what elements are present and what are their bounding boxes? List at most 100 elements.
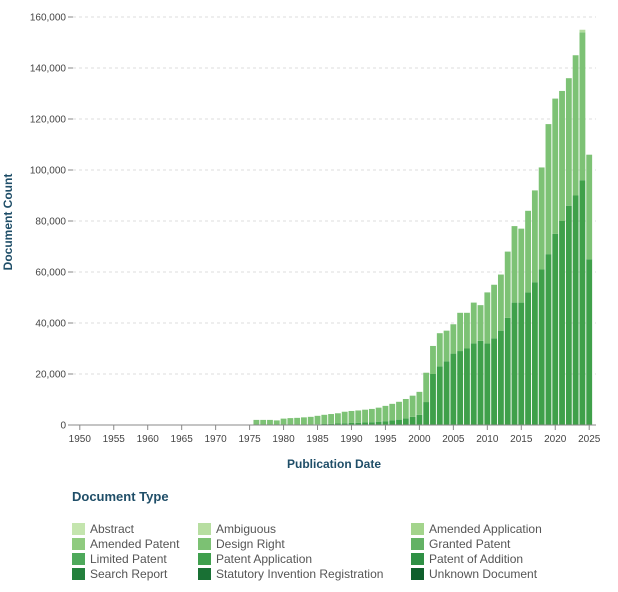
bar-segment[interactable]	[464, 348, 470, 426]
bar-segment[interactable]	[334, 413, 341, 424]
bar-segment[interactable]	[545, 254, 552, 425]
bar-segment[interactable]	[504, 251, 511, 318]
bar-segment[interactable]	[423, 402, 430, 425]
bar-segment[interactable]	[382, 421, 389, 425]
bar-segment[interactable]	[341, 411, 348, 424]
bar-segment[interactable]	[572, 195, 579, 426]
bar-segment[interactable]	[287, 418, 294, 425]
bar-segment[interactable]	[334, 423, 341, 425]
bar-segment[interactable]	[518, 228, 525, 303]
bar-segment[interactable]	[491, 284, 498, 339]
bar-segment[interactable]	[511, 226, 518, 303]
bar-segment[interactable]	[579, 180, 586, 425]
bar-segment[interactable]	[294, 417, 301, 425]
legend-item[interactable]: Design Right	[198, 537, 285, 551]
bar-segment[interactable]	[559, 90, 565, 221]
legend-item[interactable]: Patent of Addition	[411, 552, 523, 566]
legend-item[interactable]: Amended Patent	[72, 537, 179, 551]
legend-item[interactable]: Patent Application	[198, 552, 312, 566]
bar-segment[interactable]	[477, 340, 484, 425]
legend-item[interactable]: Search Report	[72, 567, 167, 581]
bar-segment[interactable]	[511, 302, 518, 425]
bar-segment[interactable]	[531, 190, 538, 283]
bar-segment[interactable]	[497, 330, 504, 425]
bar-segment[interactable]	[525, 292, 531, 425]
bar-segment[interactable]	[525, 210, 531, 293]
bar-segment[interactable]	[579, 32, 586, 181]
bar-segment[interactable]	[375, 407, 382, 422]
bar-segment[interactable]	[436, 333, 443, 367]
bar-segment[interactable]	[491, 338, 498, 425]
bar-segment[interactable]	[430, 345, 436, 374]
bar-segment[interactable]	[538, 269, 545, 425]
bar-segment[interactable]	[355, 410, 362, 423]
bar-segment[interactable]	[504, 317, 511, 425]
bar-segment[interactable]	[579, 29, 586, 33]
bar-segment[interactable]	[450, 353, 457, 425]
bar-segment[interactable]	[328, 414, 335, 424]
bar-segment[interactable]	[565, 78, 572, 206]
bar-segment[interactable]	[552, 98, 559, 234]
bar-segment[interactable]	[545, 124, 552, 255]
legend-item[interactable]: Statutory Invention Registration	[198, 567, 383, 581]
bar-segment[interactable]	[497, 274, 504, 331]
bar-segment[interactable]	[362, 422, 368, 425]
bar-segment[interactable]	[450, 324, 457, 354]
bar-segment[interactable]	[565, 205, 572, 425]
bar-segment[interactable]	[321, 423, 328, 425]
bar-segment[interactable]	[477, 305, 484, 341]
bar-segment[interactable]	[253, 419, 260, 425]
bar-segment[interactable]	[307, 416, 314, 425]
bar-segment[interactable]	[348, 410, 355, 423]
bar-segment[interactable]	[443, 330, 450, 362]
bar-segment[interactable]	[301, 417, 307, 425]
bar-segment[interactable]	[586, 259, 593, 425]
bar-segment[interactable]	[531, 282, 538, 425]
bar-segment[interactable]	[552, 233, 559, 425]
bar-segment[interactable]	[362, 409, 368, 423]
bar-segment[interactable]	[382, 405, 389, 422]
bar-segment[interactable]	[280, 418, 287, 425]
legend-item[interactable]: Limited Patent	[72, 552, 167, 566]
bar-segment[interactable]	[368, 408, 375, 423]
bar-segment[interactable]	[314, 415, 321, 425]
legend-item[interactable]: Abstract	[72, 522, 134, 536]
bar-segment[interactable]	[402, 398, 409, 419]
bar-segment[interactable]	[348, 422, 355, 425]
bar-segment[interactable]	[389, 420, 396, 425]
bar-segment[interactable]	[430, 374, 436, 425]
bar-segment[interactable]	[375, 421, 382, 425]
bar-segment[interactable]	[457, 312, 464, 352]
bar-segment[interactable]	[273, 420, 280, 425]
bar-segment[interactable]	[464, 312, 470, 349]
legend-item[interactable]: Ambiguous	[198, 522, 276, 536]
bar-segment[interactable]	[260, 419, 267, 425]
bar-segment[interactable]	[267, 419, 273, 425]
bar-segment[interactable]	[396, 401, 402, 420]
bar-segment[interactable]	[518, 302, 525, 425]
bar-segment[interactable]	[572, 55, 579, 196]
bar-segment[interactable]	[416, 391, 423, 415]
legend-item[interactable]: Granted Patent	[411, 537, 510, 551]
bar-segment[interactable]	[484, 292, 491, 344]
bar-segment[interactable]	[436, 366, 443, 425]
bar-segment[interactable]	[328, 423, 335, 425]
bar-segment[interactable]	[389, 403, 396, 421]
bar-segment[interactable]	[423, 372, 430, 403]
bar-segment[interactable]	[416, 414, 423, 425]
bar-segment[interactable]	[484, 343, 491, 425]
legend-item[interactable]: Amended Application	[411, 522, 542, 536]
bar-segment[interactable]	[409, 416, 416, 425]
bar-segment[interactable]	[396, 419, 402, 425]
bar-segment[interactable]	[402, 418, 409, 425]
bar-segment[interactable]	[457, 351, 464, 425]
bar-segment[interactable]	[341, 423, 348, 425]
bar-segment[interactable]	[470, 302, 477, 344]
bar-segment[interactable]	[538, 167, 545, 270]
bar-segment[interactable]	[368, 422, 375, 425]
bar-segment[interactable]	[559, 221, 565, 425]
bar-segment[interactable]	[409, 395, 416, 417]
bar-segment[interactable]	[470, 343, 477, 425]
bar-segment[interactable]	[586, 154, 593, 260]
bar-segment[interactable]	[443, 361, 450, 425]
